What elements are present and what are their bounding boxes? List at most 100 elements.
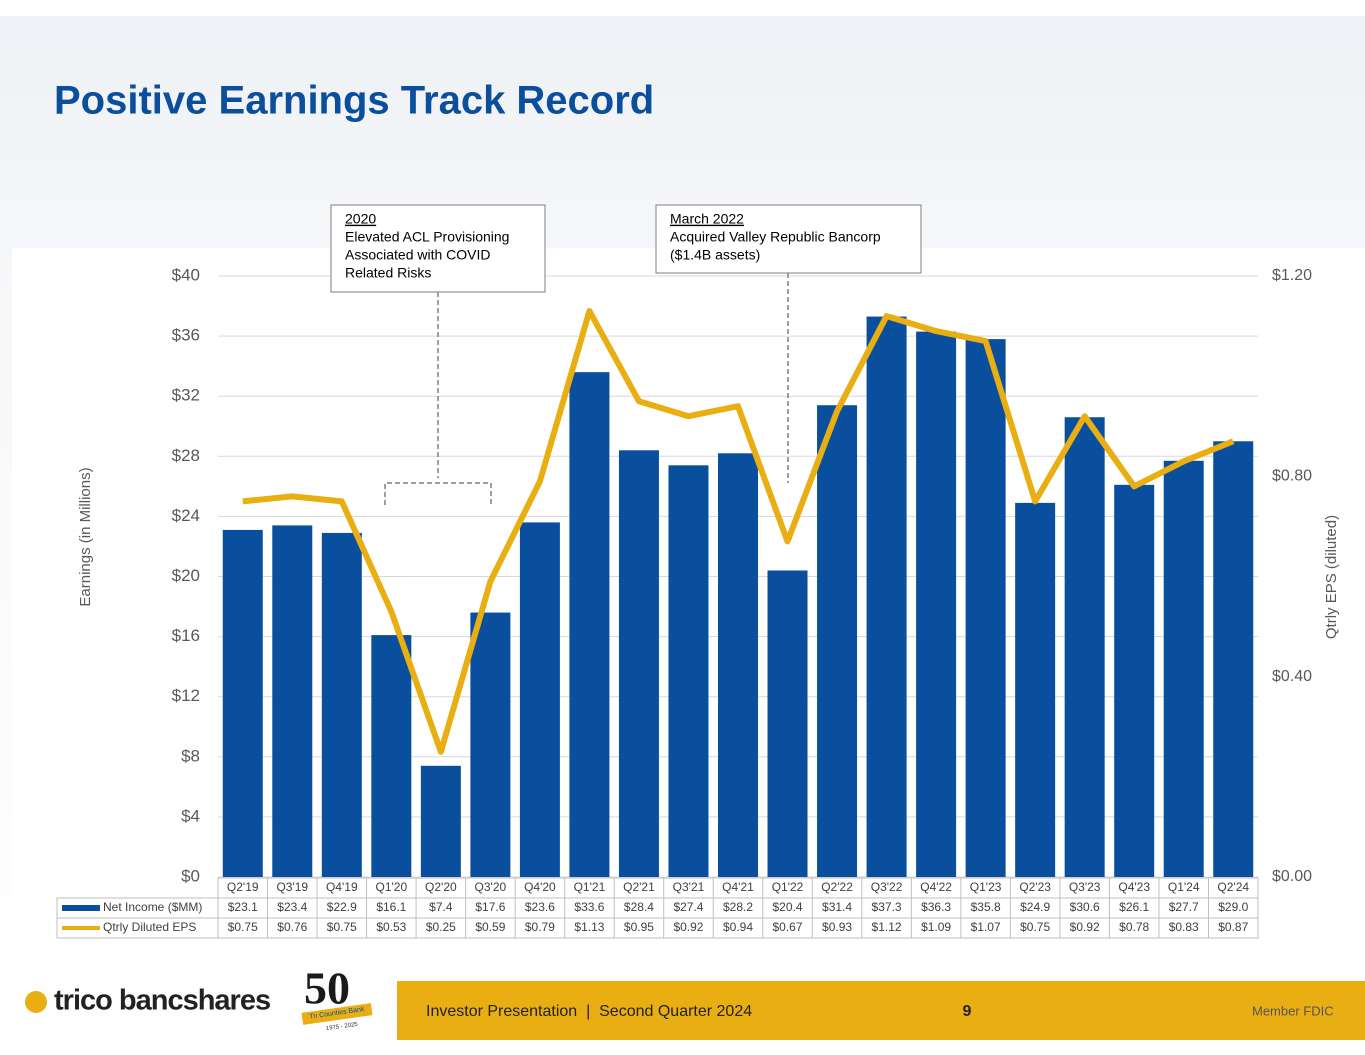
table-value: $36.3 [921,900,951,914]
x-tick-label: Q2'24 [1217,880,1249,894]
table-value: $0.75 [228,920,258,934]
table-value: $27.4 [673,900,703,914]
table-value: $1.09 [921,920,951,934]
bar [569,372,610,877]
y-tick-label: $28 [172,446,200,465]
annotation-heading: March 2022 [670,211,744,227]
x-tick-label: Q4'22 [920,880,952,894]
x-tick-label: Q4'21 [722,880,754,894]
bar [718,453,758,877]
table-value: $7.4 [429,900,453,914]
slide-title: Positive Earnings Track Record [54,79,654,123]
line [242,308,1235,755]
table-value: $0.75 [1020,920,1050,934]
table-value: $0.94 [723,920,753,934]
y-tick-label: $12 [172,686,200,705]
table-value: $31.4 [822,900,852,914]
legend-swatch [62,905,100,911]
top-band [0,0,1365,16]
table-value: $23.4 [277,900,307,914]
bar [1114,484,1155,877]
table-value: $0.93 [822,920,852,934]
legend-label: Qtrly Diluted EPS [103,920,196,934]
x-tick-label: Q3'19 [276,880,308,894]
table-value: $0.92 [1070,920,1100,934]
bar [866,316,907,877]
annotation-heading: 2020 [345,211,376,227]
annotation-text: Related Risks [345,265,431,281]
y-tick-label: $0 [181,866,200,885]
x-tick-label: Q4'20 [524,880,556,894]
bar [767,570,808,877]
table-value: $22.9 [327,900,357,914]
annotation-text: Associated with COVID [345,247,491,263]
table-value: $1.13 [574,920,604,934]
y-tick-label: $32 [172,386,200,405]
table-value: $0.25 [426,920,456,934]
table-value: $0.76 [277,920,307,934]
table-value: $23.1 [228,900,258,914]
table-value: $0.53 [376,920,406,934]
table-value: $35.8 [971,900,1001,914]
annotation-box [330,204,546,293]
annotation-text: ($1.4B assets) [670,247,760,263]
bar [371,635,412,877]
legend-label: Net Income ($MM) [103,900,202,914]
y-tick-label: $16 [172,626,200,645]
annotations: 2020 Elevated ACL Provisioning Associated … [330,204,922,505]
footer-bar [397,981,1365,1040]
table-value: $17.6 [475,900,505,914]
x-tick-label: Q3'23 [1069,880,1101,894]
table-row [56,917,1259,939]
table-value: $0.83 [1169,920,1199,934]
y2-tick-label: $0.40 [1272,668,1312,685]
y-tick-label: $24 [172,506,200,525]
x-tick-label: Q3'22 [871,880,903,894]
x-tick-label: Q3'21 [673,880,705,894]
table-value: $24.9 [1020,900,1050,914]
table-value: $16.1 [376,900,406,914]
table-value: $23.6 [525,900,555,914]
annotation-box [655,204,922,274]
table-value: $1.12 [872,920,902,934]
x-tick-label: Q4'23 [1118,880,1150,894]
years: 1975 - 2025 [326,1022,359,1032]
bar [1163,460,1204,877]
x-tick-label: Q1'20 [376,880,408,894]
table-value: $33.6 [574,900,604,914]
table-value: $0.87 [1218,920,1248,934]
page-number: 9 [963,1003,972,1020]
table-value: $0.67 [773,920,803,934]
x-tick-label: Q3'20 [475,880,507,894]
table-value: $28.2 [723,900,753,914]
table-value: $28.4 [624,900,654,914]
bar [668,465,709,877]
x-tick-label: Q4'19 [326,880,358,894]
x-tick-label: Q2'22 [821,880,853,894]
badge-ribbon [301,1003,373,1025]
bar [272,525,313,877]
brand: trico bancshares [54,985,270,1017]
y2-tick-label: $1.20 [1272,267,1312,284]
y-tick-label: $4 [181,806,200,825]
y-tick-label: $8 [181,746,200,765]
annotation-text: Elevated ACL Provisioning [345,229,509,245]
x-tick-label: Q2'20 [425,880,457,894]
bar [817,405,858,877]
x-tick-label: Q1'22 [772,880,804,894]
y2-axis-title: Qtrly EPS (diluted) [1323,515,1340,639]
table-value: $20.4 [773,900,803,914]
anniversary: 50 [304,963,350,1014]
y2-tick-label: $0.80 [1272,468,1312,485]
bar [519,522,560,877]
bar [321,532,362,877]
table-value: $0.75 [327,920,357,934]
member-fdic: Member FDIC [1252,1003,1334,1018]
y-axis-title: Earnings (in Millions) [77,467,94,606]
table-value: $29.0 [1218,900,1248,914]
plot: $0 $4 $8 $12 $16 $20 $24 $28 $32 $36 $40 $0.00 $0.40… [56,265,1312,939]
bar [222,529,263,877]
table-value: $0.95 [624,920,654,934]
